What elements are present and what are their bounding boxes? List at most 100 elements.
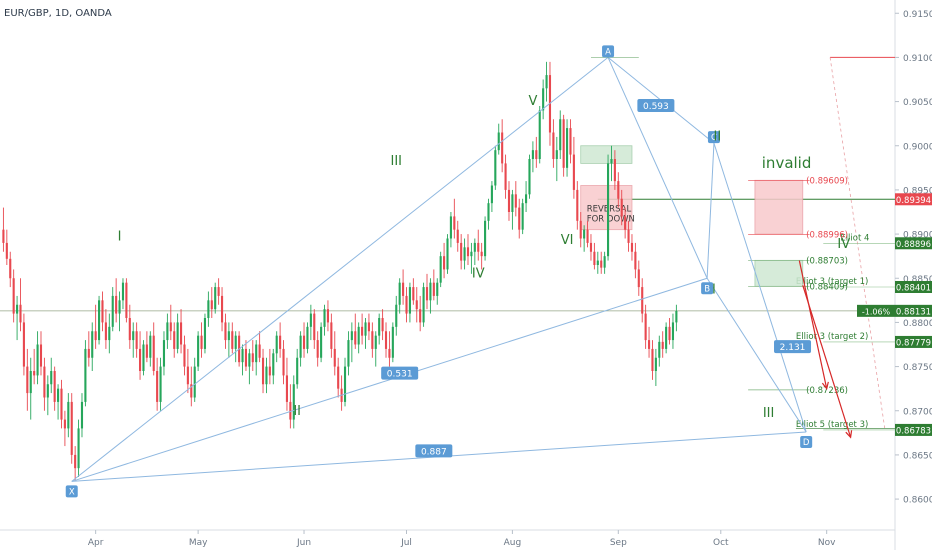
target-label: Elliot 4 <box>840 233 869 243</box>
candle-body <box>320 326 323 358</box>
candle-body <box>156 371 159 402</box>
candle-body <box>620 198 623 217</box>
ratio-badge <box>637 99 675 112</box>
pattern-point-label: B <box>704 284 710 294</box>
candle-body <box>617 181 620 199</box>
wave-label: I <box>712 282 716 297</box>
candle-body <box>658 341 661 358</box>
candle-body <box>364 322 367 336</box>
candle-body <box>203 318 207 349</box>
candle-body <box>408 287 411 314</box>
candle-body <box>460 242 463 261</box>
candle-body <box>197 335 200 367</box>
candle-body <box>665 326 668 349</box>
y-tick-label: 0.91500 <box>903 10 932 20</box>
candle-body <box>391 326 394 358</box>
candle-body <box>480 251 483 257</box>
reversal-zone <box>580 185 633 231</box>
x-tick-label: Nov <box>818 538 836 548</box>
candle-body <box>316 340 319 358</box>
candle-body <box>497 132 500 151</box>
candle-body <box>552 132 555 159</box>
price-change-tag <box>857 304 895 317</box>
x-tick-label: Oct <box>713 538 729 548</box>
candle-body <box>121 282 125 301</box>
pattern-point-badge <box>800 435 813 448</box>
candle-body <box>651 348 654 371</box>
candle-body <box>173 331 176 349</box>
candle-body <box>36 344 39 376</box>
x-tick-label: Jul <box>400 538 412 548</box>
candle-body <box>2 229 5 243</box>
candle-body <box>258 344 261 358</box>
candle-body <box>576 189 579 221</box>
candle-body <box>610 159 613 164</box>
candle-body <box>357 326 360 345</box>
pattern-point-badge <box>65 485 78 498</box>
candle-body <box>231 331 234 349</box>
candle-body <box>415 300 418 310</box>
candle-body <box>361 326 364 336</box>
candle-body <box>388 348 391 358</box>
consolidation-zone <box>580 145 633 164</box>
x-tick-label: Aug <box>504 538 522 548</box>
level-label: (0.88703) <box>806 256 848 266</box>
candle-body <box>115 295 118 314</box>
projection-arrow <box>798 260 828 389</box>
candle-body <box>545 75 548 89</box>
candle-body <box>91 331 94 358</box>
candle-body <box>466 247 470 257</box>
wave-label: III <box>763 406 775 421</box>
candle-body <box>354 331 357 345</box>
candle-body <box>446 238 449 270</box>
zones-layer: REVERSALFOR DOWNinvalid(0.89609)(0.88996… <box>580 145 848 396</box>
candle-body <box>477 242 480 252</box>
candle-body <box>224 322 227 341</box>
candle-body <box>350 331 353 341</box>
candle-body <box>33 371 36 376</box>
candle-body <box>624 216 627 230</box>
candle-body <box>528 159 531 195</box>
candle-body <box>432 282 435 296</box>
candle-body <box>456 229 459 243</box>
candle-body <box>39 344 43 367</box>
candle-body <box>296 357 299 385</box>
candle-body <box>101 300 104 323</box>
candle-body <box>470 251 473 257</box>
candle-body <box>603 256 606 268</box>
candle-body <box>422 287 425 323</box>
price-tag-text: 0.89394 <box>896 196 931 206</box>
level-label: (0.89609) <box>806 176 848 186</box>
candle-body <box>654 357 657 371</box>
candle-body <box>162 340 166 367</box>
candle-body <box>627 229 630 243</box>
candle-body <box>190 384 193 398</box>
pattern-line <box>71 57 609 482</box>
candle-body <box>306 326 309 349</box>
target-label: Elliot 5 (target 3) <box>796 420 868 430</box>
candle-body <box>169 322 172 332</box>
candle-body <box>443 256 446 270</box>
candle-body <box>647 340 651 349</box>
candle-body <box>671 322 675 341</box>
candle-body <box>606 163 610 257</box>
candle-body <box>46 384 49 398</box>
candle-body <box>87 348 90 358</box>
candle-body <box>244 348 248 367</box>
candle-body <box>282 348 285 376</box>
candle-body <box>275 335 278 354</box>
candle-body <box>425 287 429 301</box>
candle-body <box>494 150 497 186</box>
pattern-point-badge <box>707 131 720 144</box>
candle-body <box>166 322 169 341</box>
candle-body <box>19 304 22 323</box>
candle-body <box>220 295 224 323</box>
price-tag-text: 0.88896 <box>896 240 931 250</box>
candle-body <box>12 278 15 314</box>
candle-body <box>398 282 401 305</box>
candle-body <box>104 322 107 341</box>
